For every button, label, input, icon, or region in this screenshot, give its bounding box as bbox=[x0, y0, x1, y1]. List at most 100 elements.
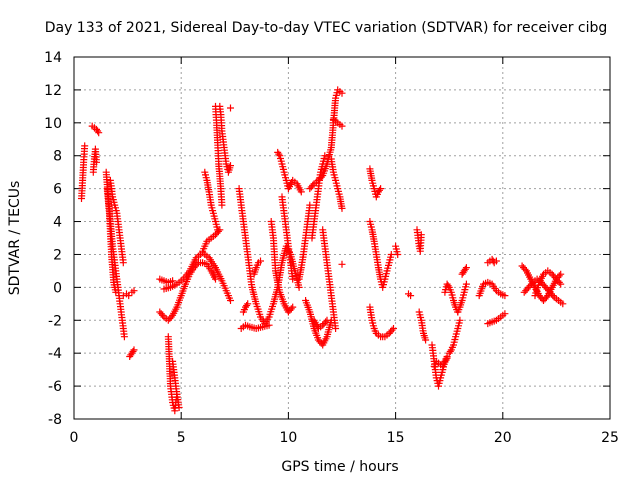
y-tick-label: 2 bbox=[53, 247, 62, 263]
data-series-s7 bbox=[119, 290, 133, 300]
y-tick-label: 14 bbox=[44, 50, 62, 66]
data-series-s1 bbox=[78, 142, 89, 202]
data-series-s35 bbox=[338, 260, 346, 268]
y-tick-label: 4 bbox=[53, 215, 62, 231]
data-series-s32 bbox=[319, 226, 340, 332]
data-series-s48 bbox=[458, 264, 470, 278]
y-tick-label: 8 bbox=[53, 149, 62, 165]
data-series-s16 bbox=[201, 168, 222, 234]
data-point bbox=[394, 251, 402, 258]
data-point bbox=[462, 280, 470, 288]
x-tick-label: 5 bbox=[177, 430, 186, 446]
data-point bbox=[120, 333, 128, 341]
data-point bbox=[338, 204, 346, 212]
data-series-s18 bbox=[212, 102, 226, 209]
x-axis-label: GPS time / hours bbox=[281, 459, 398, 475]
data-point bbox=[446, 348, 454, 355]
data-series-s49 bbox=[475, 278, 509, 300]
data-point bbox=[332, 325, 340, 332]
data-series-s17 bbox=[216, 102, 234, 176]
y-axis-label: SDTVAR / TECUs bbox=[7, 181, 23, 296]
data-series-s6 bbox=[106, 176, 127, 267]
data-series-s47 bbox=[454, 280, 470, 316]
data-point bbox=[309, 181, 317, 189]
data-series-s25 bbox=[274, 148, 305, 196]
y-tick-label: 0 bbox=[53, 280, 62, 296]
y-tick-label: -8 bbox=[48, 412, 62, 428]
data-series-s50 bbox=[484, 255, 500, 267]
data-point bbox=[444, 282, 452, 290]
data-point bbox=[376, 186, 383, 194]
data-series-s43 bbox=[428, 341, 451, 390]
data-point bbox=[501, 292, 509, 300]
data-point bbox=[129, 348, 137, 355]
data-point bbox=[214, 227, 222, 235]
data-point bbox=[275, 150, 283, 158]
data-series-s8 bbox=[126, 346, 138, 360]
data-point bbox=[338, 260, 346, 268]
data-point bbox=[338, 122, 346, 130]
data-point bbox=[387, 251, 395, 258]
data-series-s46 bbox=[445, 316, 464, 357]
data-point bbox=[557, 270, 565, 278]
data-point bbox=[218, 201, 226, 209]
data-series-s39 bbox=[392, 242, 402, 258]
data-point bbox=[388, 326, 396, 334]
data-series-s20 bbox=[235, 185, 303, 328]
data-point bbox=[227, 297, 234, 304]
data-point bbox=[159, 311, 167, 319]
x-tick-label: 10 bbox=[279, 430, 297, 446]
data-point bbox=[422, 336, 430, 344]
data-series-s44 bbox=[430, 354, 451, 370]
data-series-s5 bbox=[103, 185, 120, 296]
x-tick-labels: 0 5 10 15 20 25 bbox=[70, 430, 619, 446]
data-point bbox=[227, 104, 234, 112]
data-series-s14 bbox=[160, 249, 234, 304]
data-series-s15 bbox=[199, 226, 224, 255]
data-series-s21 bbox=[237, 321, 273, 332]
data-series-s22 bbox=[239, 300, 252, 316]
y-tick-label: -2 bbox=[48, 313, 62, 329]
y-tick-labels: -8 -6 -4 -2 0 2 4 6 8 10 12 14 bbox=[44, 50, 62, 428]
data-point bbox=[265, 321, 273, 329]
data-series-s9 bbox=[128, 287, 138, 296]
data-point bbox=[557, 280, 565, 288]
data-point bbox=[377, 185, 385, 193]
data-series-s54 bbox=[531, 267, 565, 300]
data-series-s42 bbox=[415, 308, 430, 344]
data-point bbox=[462, 264, 470, 272]
data-series-s53 bbox=[520, 275, 567, 308]
data-point bbox=[521, 265, 529, 273]
data-series-s31 bbox=[308, 152, 329, 242]
data-point bbox=[227, 162, 234, 170]
data-series-s41 bbox=[413, 226, 425, 255]
grid-lines bbox=[74, 57, 610, 419]
y-tick-label: 12 bbox=[44, 83, 62, 99]
data-series-s11 bbox=[156, 259, 219, 324]
data-point bbox=[257, 257, 264, 265]
plot-frame bbox=[73, 56, 611, 420]
data-point bbox=[443, 354, 451, 362]
data-point bbox=[112, 288, 120, 296]
data-point bbox=[167, 313, 175, 321]
data-point bbox=[559, 300, 567, 308]
data-point bbox=[338, 89, 346, 97]
data-series-s37 bbox=[366, 218, 395, 291]
x-tick-label: 25 bbox=[601, 430, 619, 446]
data-series-s19 bbox=[227, 104, 234, 112]
data-point bbox=[214, 226, 222, 234]
data-series-s40 bbox=[405, 290, 415, 300]
y-tick-label: -6 bbox=[48, 379, 62, 395]
data-point bbox=[501, 310, 509, 318]
data-point bbox=[93, 158, 100, 166]
chart-title: Day 133 of 2021, Sidereal Day-to-day VTE… bbox=[45, 20, 608, 36]
data-series-s3 bbox=[89, 145, 100, 176]
data-point bbox=[94, 127, 102, 135]
data-point bbox=[306, 201, 314, 209]
data-point bbox=[175, 404, 183, 411]
data-series-s33 bbox=[327, 155, 346, 212]
data-point bbox=[456, 316, 464, 324]
data-series-s51 bbox=[484, 310, 509, 328]
data-series-s45 bbox=[441, 280, 462, 316]
